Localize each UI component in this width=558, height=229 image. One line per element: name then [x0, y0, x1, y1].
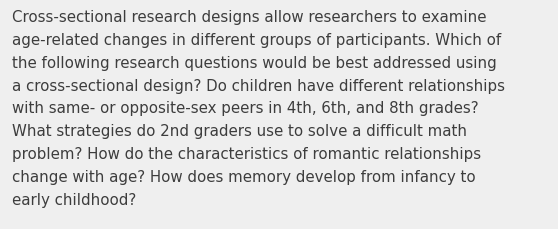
Text: the following research questions would be best addressed using: the following research questions would b…: [12, 56, 497, 71]
Text: early childhood?: early childhood?: [12, 192, 137, 207]
Text: age-related changes in different groups of participants. Which of: age-related changes in different groups …: [12, 33, 502, 48]
Text: What strategies do 2nd graders use to solve a difficult math: What strategies do 2nd graders use to so…: [12, 124, 467, 139]
Text: problem? How do the characteristics of romantic relationships: problem? How do the characteristics of r…: [12, 146, 482, 161]
Text: change with age? How does memory develop from infancy to: change with age? How does memory develop…: [12, 169, 476, 184]
Text: Cross-sectional research designs allow researchers to examine: Cross-sectional research designs allow r…: [12, 10, 487, 25]
Text: a cross-sectional design? Do children have different relationships: a cross-sectional design? Do children ha…: [12, 78, 506, 93]
Text: with same- or opposite-sex peers in 4th, 6th, and 8th grades?: with same- or opposite-sex peers in 4th,…: [12, 101, 479, 116]
